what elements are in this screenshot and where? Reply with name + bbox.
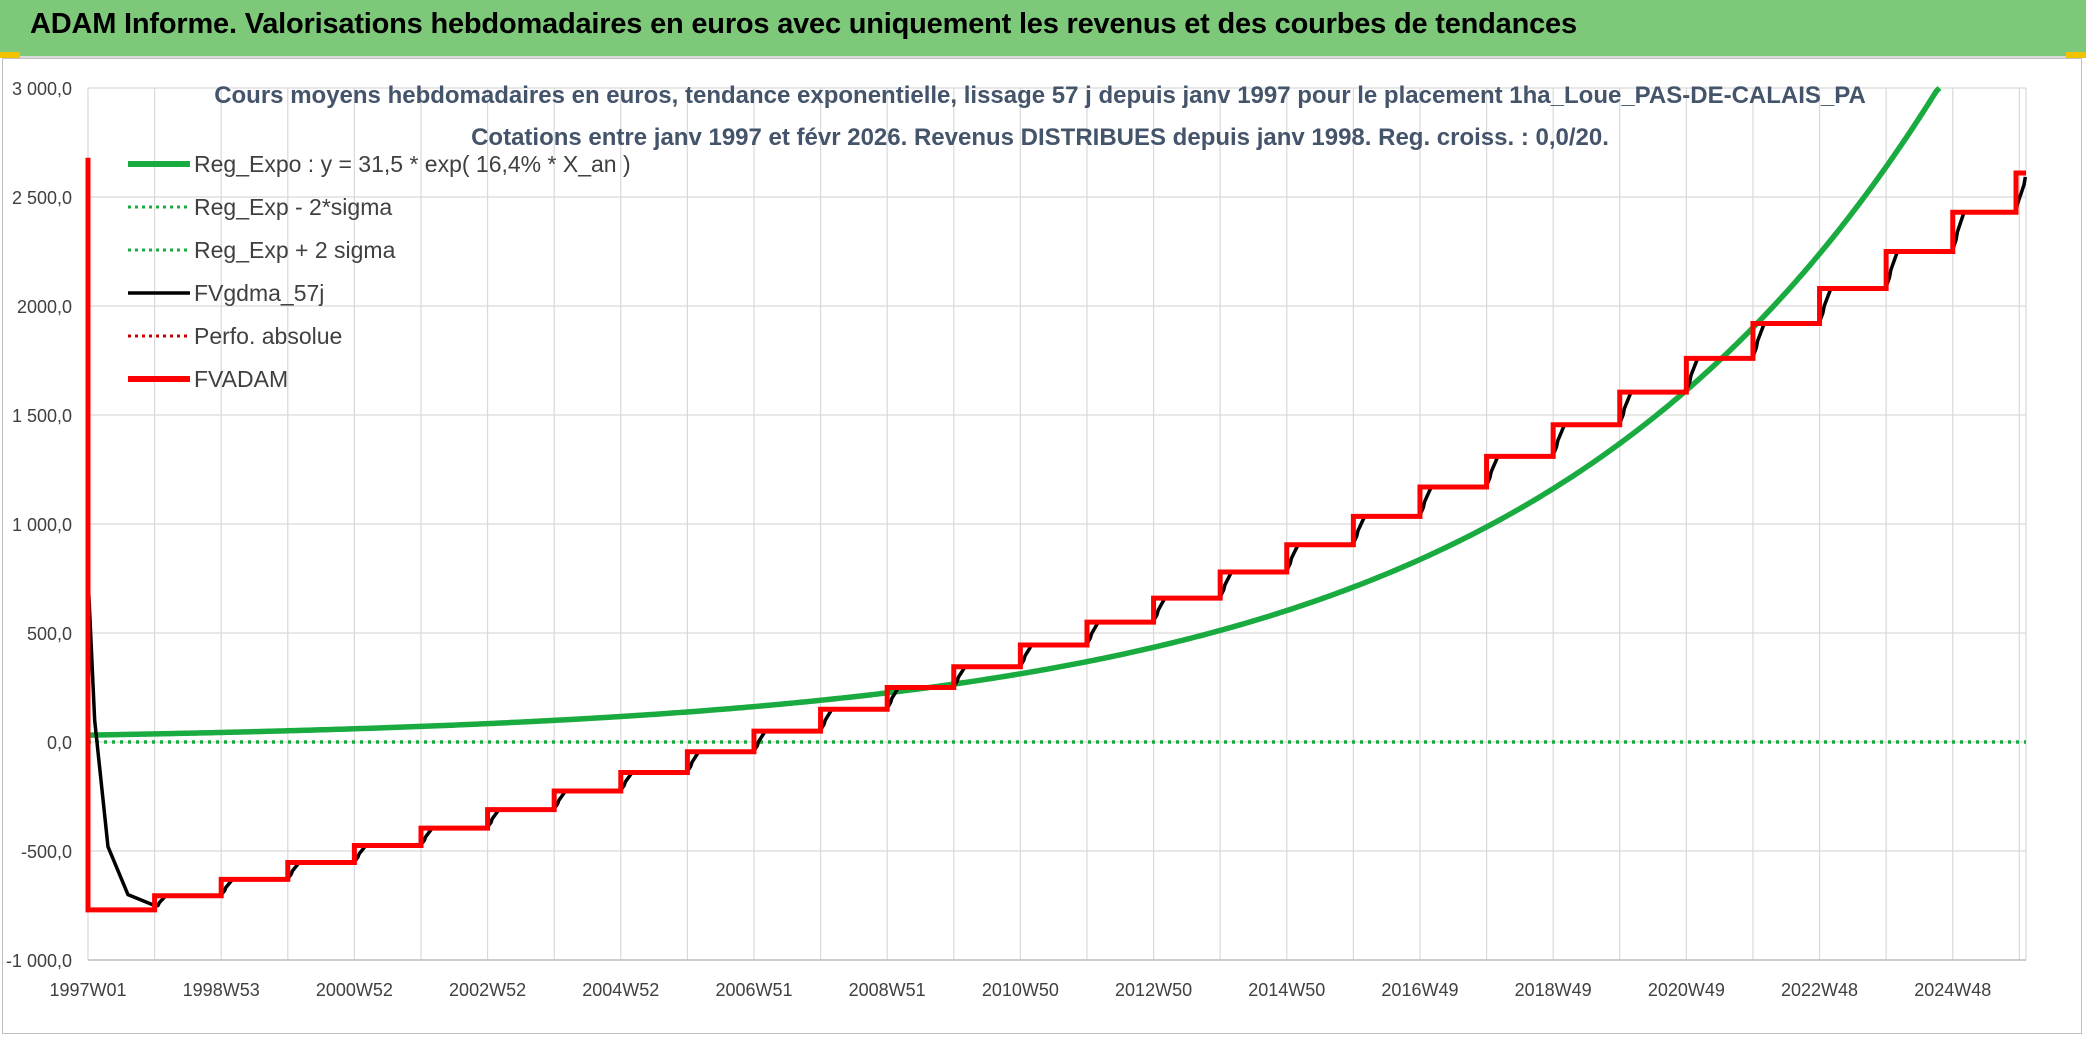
x-tick-label: 2002W52 xyxy=(449,980,526,1000)
y-tick-label: 1 500,0 xyxy=(12,406,72,426)
x-tick-label: 2008W51 xyxy=(849,980,926,1000)
legend-label: Perfo. absolue xyxy=(194,323,342,349)
legend-label: FVADAM xyxy=(194,366,288,392)
x-tick-label: 2010W50 xyxy=(982,980,1059,1000)
reg-expo-line xyxy=(87,86,1942,738)
y-tick-label: 0,0 xyxy=(47,733,72,753)
legend-label: Reg_Exp + 2 sigma xyxy=(194,237,396,263)
corner-marker-left xyxy=(0,52,20,58)
y-tick-label: 500,0 xyxy=(27,624,72,644)
legend-label: FVgdma_57j xyxy=(194,280,324,306)
y-tick-label: 2000,0 xyxy=(17,297,72,317)
legend-label: Reg_Expo : y = 31,5 * exp( 16,4% * X_an … xyxy=(194,151,631,177)
x-tick-label: 1998W53 xyxy=(183,980,260,1000)
y-tick-label: -1 000,0 xyxy=(6,951,72,971)
chart-subtitle: Cotations entre janv 1997 et févr 2026. … xyxy=(471,124,1609,151)
x-tick-label: 2016W49 xyxy=(1381,980,1458,1000)
y-tick-label: 3 000,0 xyxy=(12,79,72,99)
corner-marker-right xyxy=(2066,52,2086,58)
y-tick-label: 1 000,0 xyxy=(12,515,72,535)
x-tick-label: 2004W52 xyxy=(582,980,659,1000)
x-tick-label: 2018W49 xyxy=(1515,980,1592,1000)
x-tick-label: 2014W50 xyxy=(1248,980,1325,1000)
report-title: ADAM Informe. Valorisations hebdomadaire… xyxy=(30,8,1577,40)
chart-title: Cours moyens hebdomadaires en euros, ten… xyxy=(214,82,1866,109)
x-tick-label: 2006W51 xyxy=(715,980,792,1000)
series-group xyxy=(85,86,2028,913)
x-axis-ticks: 1997W01 1998W53 2000W52 2002W52 2004W52 2006W… xyxy=(49,980,1991,1000)
chart: 3 000,0 2 500,0 2000,0 1 500,0 1 000,0 500,0 0… xyxy=(6,79,2028,1000)
x-tick-label: 2000W52 xyxy=(316,980,393,1000)
y-tick-label: 2 500,0 xyxy=(12,188,72,208)
y-axis-ticks: 3 000,0 2 500,0 2000,0 1 500,0 1 000,0 500,0 0… xyxy=(6,79,72,971)
x-tick-label: 2022W48 xyxy=(1781,980,1858,1000)
report-header: ADAM Informe. Valorisations hebdomadaire… xyxy=(0,0,2086,58)
fvgdma-57j-line xyxy=(86,176,2028,908)
y-tick-label: -500,0 xyxy=(21,842,72,862)
x-tick-label: 2024W48 xyxy=(1914,980,1991,1000)
legend: Reg_Expo : y = 31,5 * exp( 16,4% * X_an … xyxy=(128,151,631,392)
x-tick-label: 2012W50 xyxy=(1115,980,1192,1000)
fvadam-line xyxy=(85,157,2026,913)
x-tick-label: 1997W01 xyxy=(49,980,126,1000)
legend-label: Reg_Exp - 2*sigma xyxy=(194,194,392,220)
x-tick-label: 2020W49 xyxy=(1648,980,1725,1000)
